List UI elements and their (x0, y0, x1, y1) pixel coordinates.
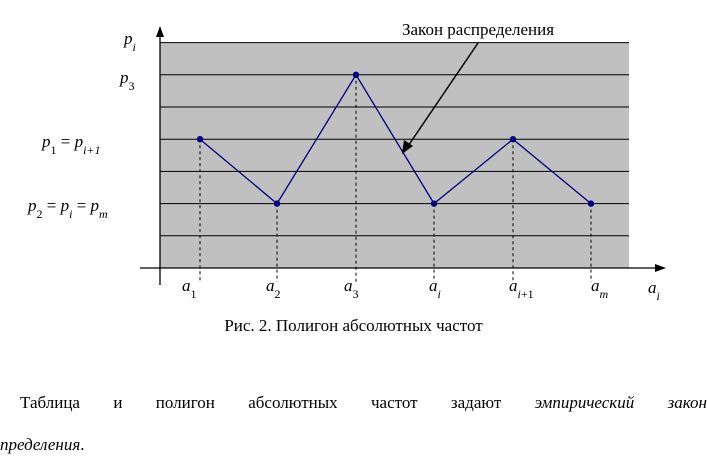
word: полигон (155, 393, 215, 412)
x-tick-label-am: am (591, 276, 609, 301)
word: и (113, 393, 123, 412)
plot-area (160, 43, 629, 268)
chart: pi ai p3 p1 = pi+1 p2 = pi = pm a1 a2 a3… (27, 17, 666, 303)
data-point-4 (430, 200, 438, 207)
body-line-1: Таблица и полигон абсолютных частот зада… (0, 382, 707, 424)
x-axis-label: ai (648, 278, 660, 303)
x-axis-arrow (655, 264, 666, 272)
x-tick-label-a3: a3 (344, 276, 359, 301)
annotation-label: Закон распределения (402, 20, 554, 39)
series-line (199, 73, 592, 205)
punctuation: . (80, 435, 85, 454)
x-tick-label-ai1: ai+1 (509, 276, 534, 301)
y-tick-label-p1: p1 = pi+1 (41, 132, 101, 157)
word: задают (450, 393, 502, 412)
body-paragraph: Таблица и полигон абсолютных частот зада… (0, 382, 707, 466)
y-axis-label: pi (123, 29, 136, 54)
data-point-3 (352, 71, 360, 79)
data-point-6 (587, 200, 595, 207)
word: абсолютных (248, 393, 338, 412)
figure-caption: Рис. 2. Полигон абсолютных частот (224, 316, 483, 335)
word-italic: эмпирический (534, 393, 635, 412)
annotation-arrowhead (402, 140, 413, 154)
annotation-arrow-line (405, 42, 479, 150)
x-tick-label-a1: a1 (182, 276, 197, 301)
body-line-2: пределения. (0, 424, 707, 466)
word: Таблица (20, 393, 80, 412)
annotation-box (398, 17, 598, 41)
y-tick-label-p2: p2 = pi = pm (27, 196, 108, 221)
word-italic: пределения (0, 435, 81, 454)
data-point-1 (196, 136, 204, 143)
data-point-5 (509, 136, 517, 143)
y-tick-label-p3: p3 (119, 68, 135, 93)
drop-lines (199, 74, 592, 282)
x-tick-label-a2: a2 (266, 276, 281, 301)
word: частот (371, 393, 418, 412)
x-tick-label-ai: ai (429, 276, 441, 301)
data-point-2 (273, 200, 281, 207)
series-distribution (196, 71, 595, 207)
y-axis-arrow (156, 26, 164, 37)
word-italic: закон (667, 393, 707, 412)
